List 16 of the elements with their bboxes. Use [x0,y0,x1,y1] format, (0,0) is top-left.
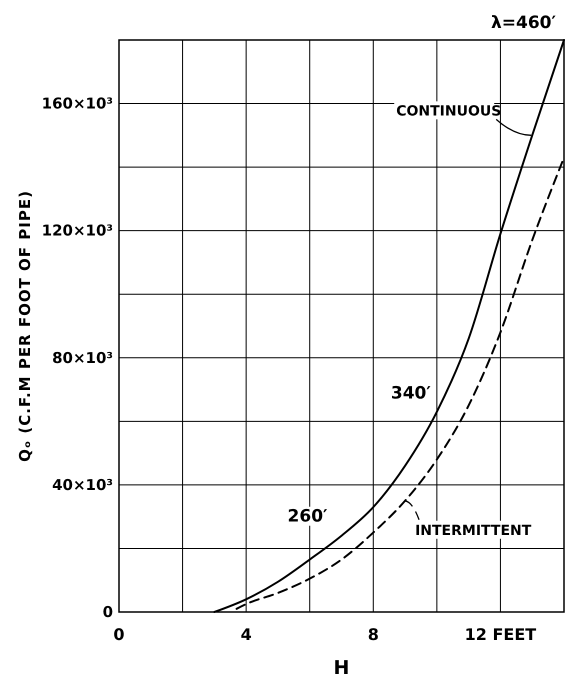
annotation: 340′ [390,384,432,404]
y-tick-label: 120×10³ [42,222,113,240]
text: CONTINUOUS [396,103,502,120]
annotation: λ=460′ [491,13,557,33]
x-tick-label: 8 [368,625,379,644]
legend-label: INTERMITTENT [415,522,532,539]
x-tick-label: 12 FEET [464,625,536,644]
y-tick-label: 80×10³ [52,348,113,367]
y-axis-title: Qₒ (C.F.M PER FOOT OF PIPE) [16,190,34,462]
x-tick-label: 4 [240,625,252,644]
y-tick-label: 0 [102,603,113,621]
annotation: 260′ [288,506,328,527]
x-tick-label: 0 [113,625,125,644]
x-axis-title: H [334,657,350,679]
y-tick-label: 160×10³ [42,94,113,113]
y-tick-label: 40×10³ [52,476,113,494]
